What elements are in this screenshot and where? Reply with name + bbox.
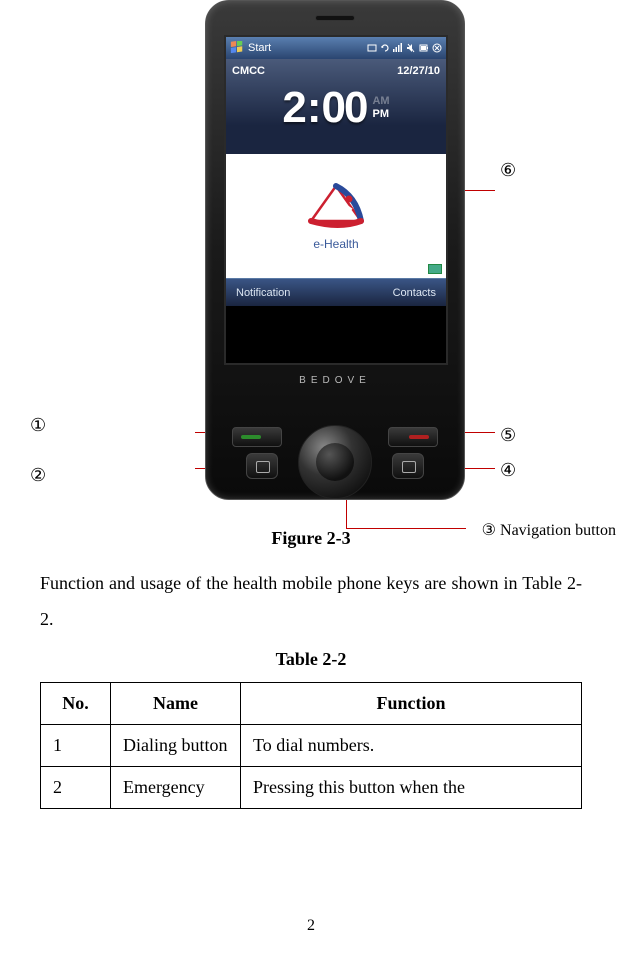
screen-bottom-black: [226, 306, 446, 339]
leader-3h: [346, 528, 466, 529]
clock-hour: 2: [282, 83, 304, 133]
phone-body: Start CMCC 12/27/10 2 :: [205, 0, 465, 500]
cell-function: To dial numbers.: [241, 725, 582, 767]
cell-no: 1: [41, 725, 111, 767]
cell-name: Emergency: [111, 767, 241, 809]
table-row: 2 Emergency Pressing this button when th…: [41, 767, 582, 809]
dial-key: [232, 427, 282, 447]
left-menu-key: [246, 453, 278, 479]
status-bar: Start: [226, 37, 446, 59]
callout-1: ①: [30, 415, 46, 436]
body-paragraph: Function and usage of the health mobile …: [40, 565, 582, 637]
nav-ring: [298, 425, 372, 499]
close-icon: [432, 43, 442, 53]
cell-no: 2: [41, 767, 111, 809]
ehealth-label: e-Health: [313, 237, 358, 251]
charge-icon: [428, 264, 442, 274]
phone-screen: Start CMCC 12/27/10 2 :: [224, 35, 448, 365]
signal-icon: [393, 43, 403, 53]
sim-icon: [367, 43, 377, 53]
status-icons: [367, 43, 442, 53]
ehealth-icon: [301, 181, 371, 231]
callout-2: ②: [30, 465, 46, 486]
cell-name: Dialing button: [111, 725, 241, 767]
table-row: 1 Dialing button To dial numbers.: [41, 725, 582, 767]
th-no: No.: [41, 683, 111, 725]
start-label: Start: [248, 42, 271, 54]
nav-center: [316, 443, 354, 481]
windows-icon: [230, 41, 244, 55]
callout-3-label: ③ Navigation button: [482, 520, 616, 540]
keys-table: No. Name Function 1 Dialing button To di…: [40, 682, 582, 809]
cell-function: Pressing this button when the: [241, 767, 582, 809]
date-label: 12/27/10: [397, 65, 440, 77]
th-name: Name: [111, 683, 241, 725]
earpiece: [315, 15, 355, 21]
speaker-icon: [406, 43, 416, 53]
hardware-keys: [224, 405, 446, 485]
callout-6: ⑥: [500, 160, 516, 181]
clock-area: CMCC 12/27/10 2 : 00 AM PM: [226, 59, 446, 154]
clock-am: AM: [372, 95, 389, 108]
clock-minute: 00: [322, 83, 367, 133]
clock-pm: PM: [372, 108, 389, 121]
callout-4: ④: [500, 460, 516, 481]
softkey-left: Notification: [236, 287, 290, 299]
ehealth-panel: e-Health: [226, 154, 446, 278]
sync-icon: [380, 43, 390, 53]
softkey-bar: Notification Contacts: [226, 278, 446, 306]
table-caption: Table 2-2: [40, 649, 582, 670]
carrier-label: CMCC: [232, 65, 265, 77]
right-menu-key: [392, 453, 424, 479]
page-number: 2: [307, 917, 315, 935]
clock-colon: :: [307, 83, 320, 133]
phone-figure: ① ② ⑥ ⑤ ④ Start: [40, 0, 582, 520]
th-function: Function: [241, 683, 582, 725]
brand-label: BEDOVE: [299, 375, 371, 386]
callout-5: ⑤: [500, 425, 516, 446]
end-key: [388, 427, 438, 447]
table-header-row: No. Name Function: [41, 683, 582, 725]
softkey-right: Contacts: [393, 287, 436, 299]
battery-icon: [419, 43, 429, 53]
